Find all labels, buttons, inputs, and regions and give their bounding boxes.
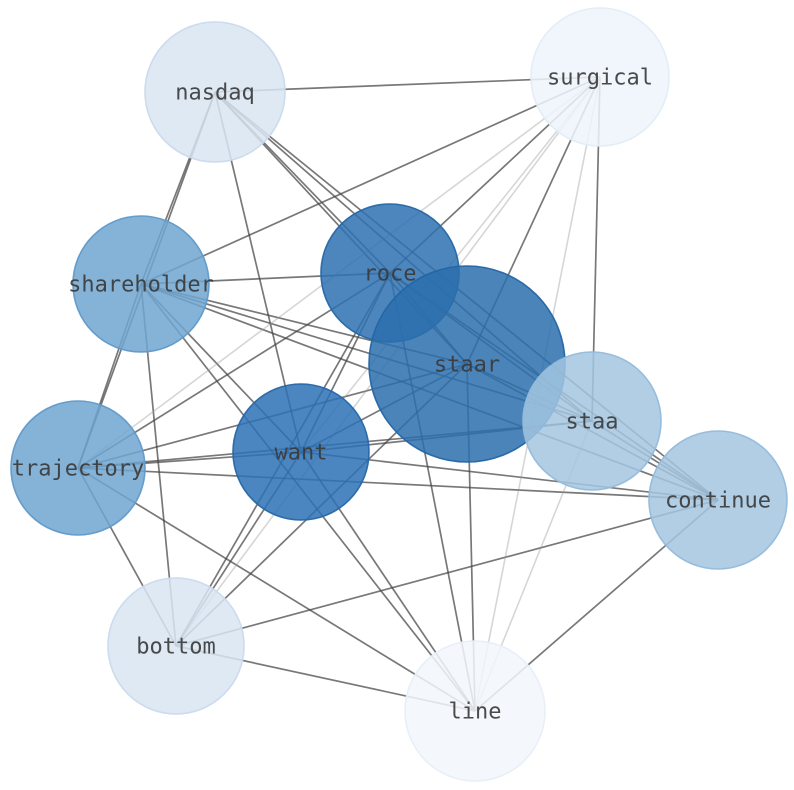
edge-surgical-shareholder (140, 76, 601, 285)
edge-trajectory-continue (77, 467, 719, 501)
node-continue (648, 430, 788, 570)
edge-continue-bottom (175, 499, 719, 647)
node-shareholder (72, 215, 210, 353)
node-staa (522, 351, 662, 491)
node-want (232, 383, 370, 521)
edge-trajectory-line (77, 467, 476, 712)
node-nasdaq (144, 21, 286, 163)
node-line (404, 640, 546, 782)
nodes-layer (10, 7, 788, 782)
node-trajectory (10, 400, 146, 536)
edge-want-continue (300, 451, 719, 501)
node-bottom (107, 577, 245, 715)
node-surgical (530, 7, 670, 147)
